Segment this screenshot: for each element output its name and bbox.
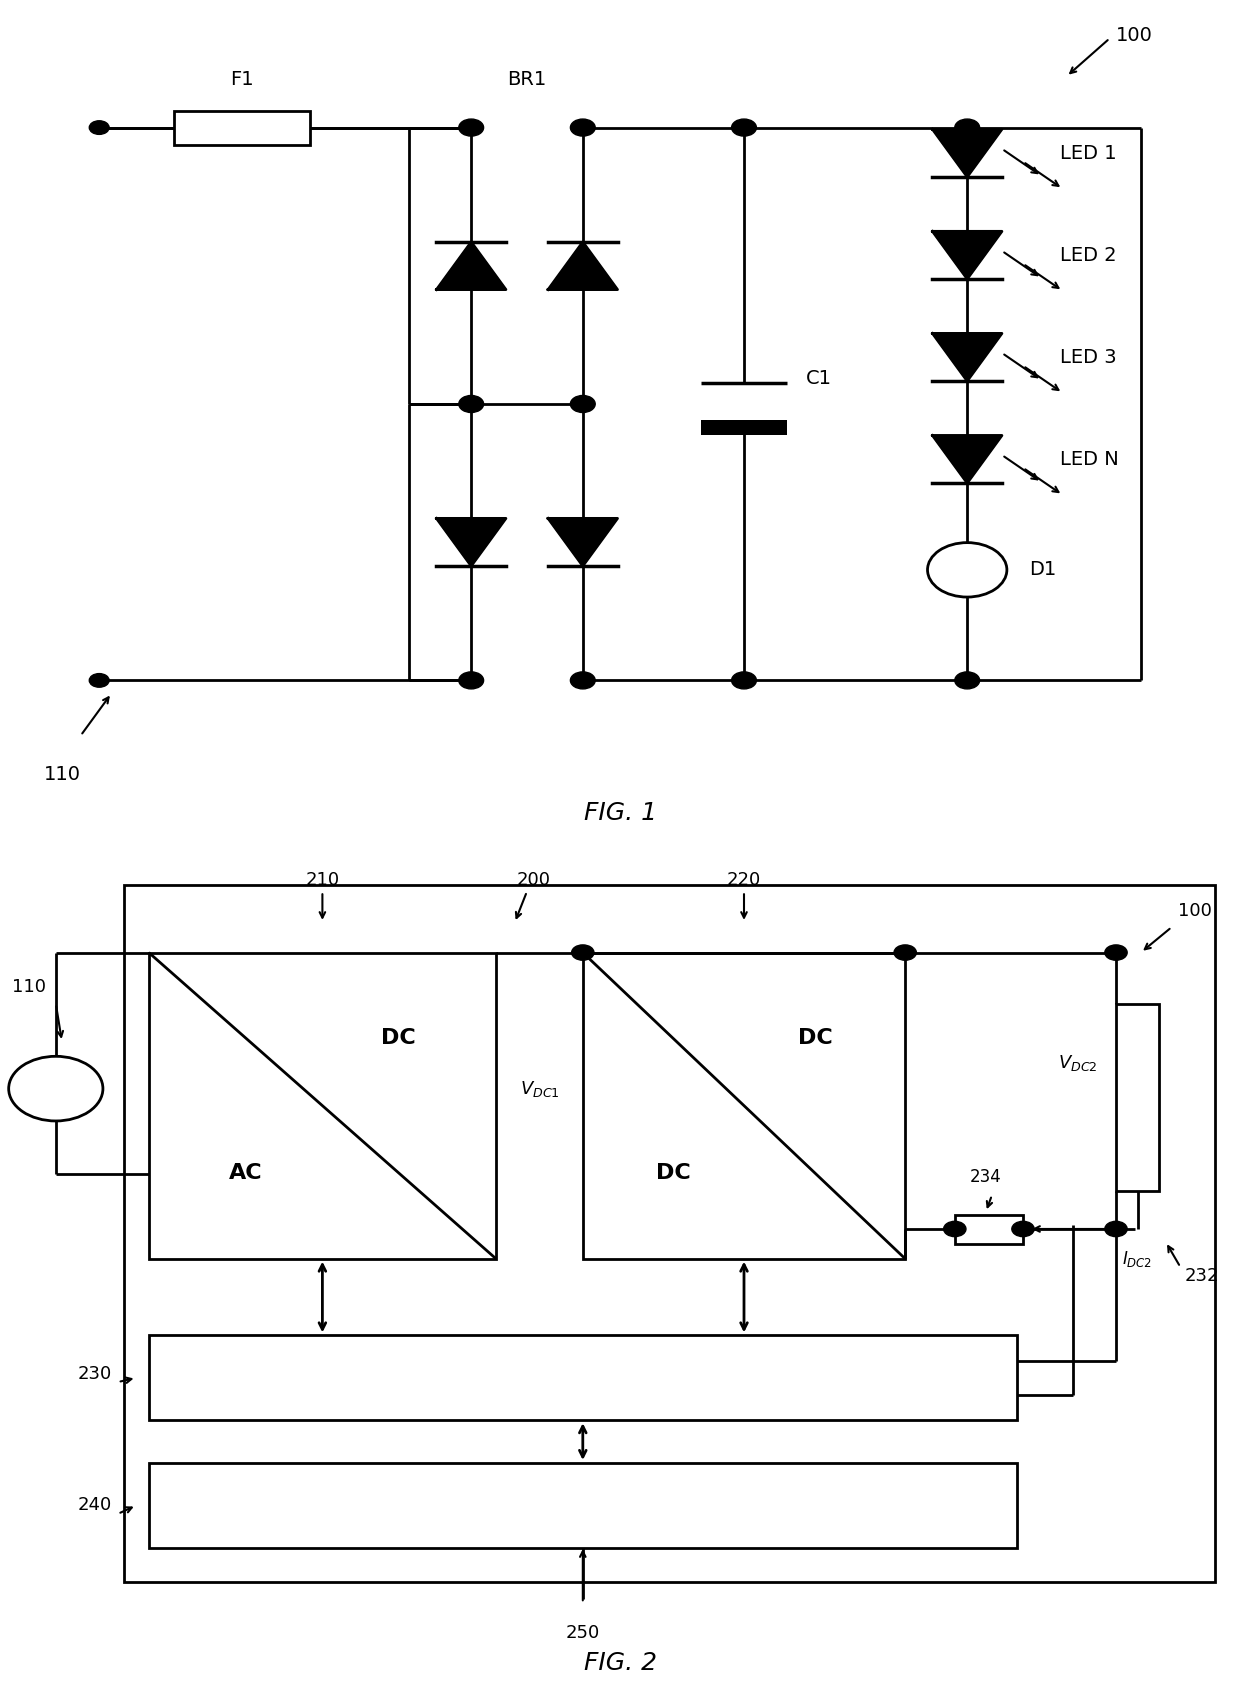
Circle shape [1012, 1221, 1034, 1237]
Text: 110: 110 [12, 978, 46, 997]
Circle shape [955, 672, 980, 689]
Text: 240: 240 [77, 1497, 112, 1514]
Circle shape [459, 119, 484, 136]
Text: 234: 234 [970, 1169, 1002, 1187]
Circle shape [732, 672, 756, 689]
Circle shape [955, 119, 980, 136]
Text: BR1: BR1 [507, 70, 547, 88]
Text: LED N: LED N [1060, 449, 1118, 469]
Circle shape [459, 395, 484, 413]
Circle shape [89, 674, 109, 687]
Text: 100: 100 [1178, 902, 1211, 920]
Bar [701, 420, 787, 435]
Text: 250: 250 [565, 1624, 600, 1643]
Circle shape [732, 119, 756, 136]
Text: $V_{DC1}$: $V_{DC1}$ [520, 1078, 559, 1099]
Text: 200: 200 [516, 871, 551, 888]
Text: $I_{DC2}$: $I_{DC2}$ [1122, 1249, 1152, 1269]
Text: FIG. 1: FIG. 1 [584, 801, 656, 825]
Text: C1: C1 [806, 369, 832, 388]
Text: F1: F1 [229, 70, 254, 88]
Text: FIG. 2: FIG. 2 [584, 1652, 656, 1675]
Circle shape [89, 121, 109, 134]
Polygon shape [436, 519, 506, 566]
Bar [174, 111, 310, 145]
Bar [149, 1463, 1017, 1548]
Text: LED 1: LED 1 [1060, 143, 1117, 163]
Polygon shape [932, 435, 1002, 483]
Bar [583, 953, 905, 1259]
Text: 100: 100 [1116, 26, 1153, 44]
Bar [149, 1335, 1017, 1420]
Text: LED 2: LED 2 [1060, 245, 1117, 265]
Circle shape [1105, 1221, 1127, 1237]
Text: 230: 230 [77, 1364, 112, 1383]
Text: 220: 220 [727, 871, 761, 888]
Bar [149, 953, 496, 1259]
Bar [1116, 1004, 1159, 1191]
Text: 232: 232 [1184, 1267, 1219, 1284]
Text: D1: D1 [1029, 560, 1056, 580]
Circle shape [944, 1221, 966, 1237]
Bar [124, 885, 1215, 1582]
Circle shape [570, 119, 595, 136]
Text: DC: DC [797, 1029, 832, 1048]
Polygon shape [548, 242, 618, 289]
Text: AC: AC [229, 1163, 263, 1182]
Polygon shape [932, 231, 1002, 279]
Text: 210: 210 [305, 871, 340, 888]
Circle shape [894, 946, 916, 959]
Circle shape [1105, 946, 1127, 959]
Circle shape [459, 672, 484, 689]
Text: 110: 110 [43, 765, 81, 784]
Polygon shape [932, 129, 1002, 177]
Polygon shape [932, 333, 1002, 381]
Text: LED 3: LED 3 [1060, 347, 1117, 367]
Circle shape [570, 672, 595, 689]
Text: DC: DC [656, 1163, 691, 1182]
Polygon shape [436, 242, 506, 289]
Bar [955, 1215, 1023, 1245]
Text: $V_{DC2}$: $V_{DC2}$ [1058, 1053, 1097, 1073]
Circle shape [570, 395, 595, 413]
Circle shape [572, 946, 594, 959]
Text: DC: DC [382, 1029, 417, 1048]
Polygon shape [548, 519, 618, 566]
